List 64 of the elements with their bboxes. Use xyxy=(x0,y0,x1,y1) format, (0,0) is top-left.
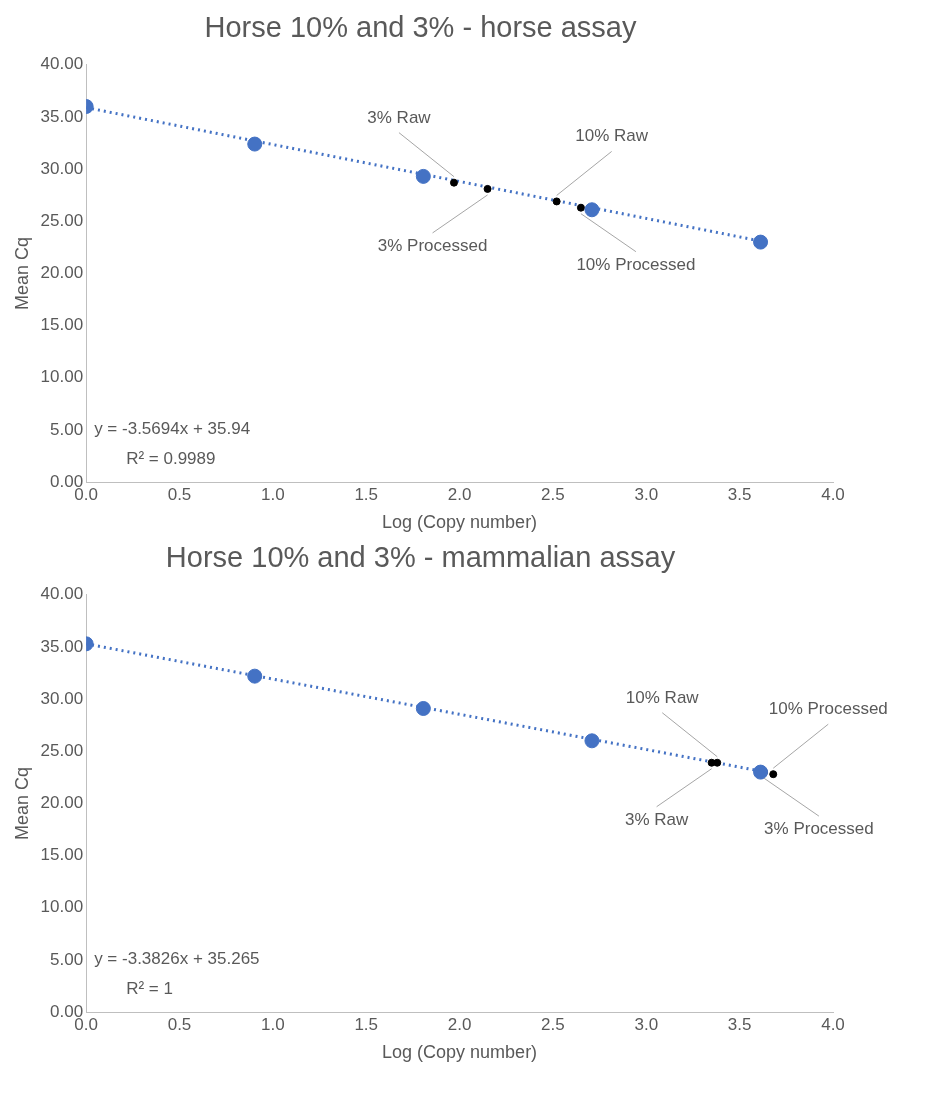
annotation: R² = 0.9989 xyxy=(126,449,216,468)
x-tick-label: 1.0 xyxy=(261,1014,285,1034)
point xyxy=(707,758,716,767)
x-tick-label: 4.0 xyxy=(821,1014,845,1034)
point xyxy=(576,203,585,212)
y-tick-label: 20.00 xyxy=(40,263,84,283)
point xyxy=(552,197,561,206)
x-tick-label: 1.5 xyxy=(354,1014,379,1034)
x-tick-label: 1.5 xyxy=(354,484,379,504)
y-axis-title: Mean Cq xyxy=(11,766,32,840)
x-tick-label: 3.0 xyxy=(634,484,659,504)
annotation: 3% Raw xyxy=(624,809,689,829)
annotation: 3% Processed xyxy=(764,819,874,839)
point xyxy=(753,764,769,780)
point xyxy=(247,668,263,684)
point xyxy=(483,184,492,193)
annotation: y = -3.5694x + 35.94 xyxy=(94,419,251,438)
x-tick-label: 3.5 xyxy=(727,484,752,504)
y-tick-label: 25.00 xyxy=(40,740,84,760)
y-tick-label: 35.00 xyxy=(40,636,84,656)
x-axis-title: Log (Copy number) xyxy=(382,512,538,533)
x-tick-label: 4.0 xyxy=(821,484,845,504)
x-tick-label: 0.5 xyxy=(167,1014,192,1034)
point xyxy=(584,733,600,749)
x-tick-label: 3.5 xyxy=(727,1014,752,1034)
x-tick-label: 0.5 xyxy=(167,484,192,504)
y-tick-label: 30.00 xyxy=(40,158,84,178)
x-tick-label: 3.0 xyxy=(634,1014,659,1034)
x-tick-label: 1.0 xyxy=(261,484,285,504)
x-axis-title: Log (Copy number) xyxy=(382,1042,538,1063)
y-tick-label: 10.00 xyxy=(40,367,84,387)
x-tick-label: 2.5 xyxy=(541,484,565,504)
annotation: 3% Raw xyxy=(367,107,432,127)
point xyxy=(753,234,769,250)
point xyxy=(449,178,458,187)
annotation: 3% Processed xyxy=(377,235,488,255)
annotation: 10% Processed xyxy=(768,699,888,719)
point xyxy=(584,202,600,218)
point xyxy=(415,168,431,184)
y-tick-label: 25.00 xyxy=(40,210,84,230)
annotation: R² = 1 xyxy=(126,979,173,998)
chart-title: Horse 10% and 3% - mammalian assay xyxy=(165,541,676,574)
y-tick-label: 20.00 xyxy=(40,793,84,813)
annotation: y = -3.3826x + 35.265 xyxy=(94,949,260,968)
point xyxy=(769,770,778,779)
x-tick-label: 2.5 xyxy=(541,1014,565,1034)
x-tick-label: 2.0 xyxy=(447,1014,472,1034)
y-tick-label: 5.00 xyxy=(50,419,84,439)
y-tick-label: 5.00 xyxy=(50,949,84,969)
y-tick-label: 40.00 xyxy=(40,54,84,74)
y-tick-label: 30.00 xyxy=(40,688,84,708)
point xyxy=(415,700,431,716)
point xyxy=(247,136,263,152)
y-tick-label: 15.00 xyxy=(40,315,84,335)
annotation: 10% Raw xyxy=(625,687,700,707)
y-tick-label: 40.00 xyxy=(40,584,84,604)
x-tick-label: 2.0 xyxy=(447,484,472,504)
chart-title: Horse 10% and 3% - horse assay xyxy=(204,11,637,44)
y-tick-label: 15.00 xyxy=(40,845,84,865)
y-axis-title: Mean Cq xyxy=(11,236,32,310)
annotation: 10% Raw xyxy=(575,126,649,146)
y-tick-label: 35.00 xyxy=(40,106,84,126)
y-tick-label: 10.00 xyxy=(40,897,84,917)
annotation: 10% Processed xyxy=(576,254,696,274)
